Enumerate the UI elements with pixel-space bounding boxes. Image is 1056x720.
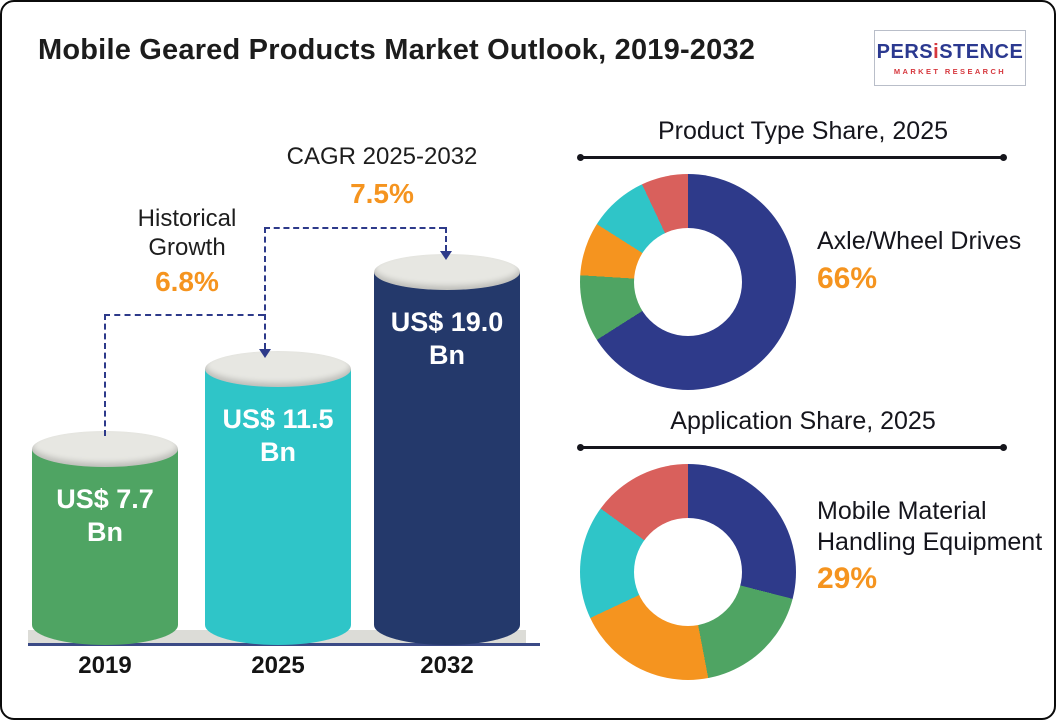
cagr-value: 7.5% [350, 178, 414, 209]
donut-hole [634, 228, 742, 336]
bar-2019-value-label: US$ 7.7 Bn [56, 484, 154, 547]
historical-growth-value: 6.8% [155, 266, 219, 297]
cagr-connector-vertical-left [264, 227, 266, 349]
brand-part2: i [933, 40, 940, 63]
application-share-title: Application Share, 2025 [670, 407, 936, 435]
brand-logo: PERSiSTENCE MARKET RESEARCH [874, 30, 1026, 86]
bar-2032-body [374, 272, 520, 645]
historical-connector-vertical-left [104, 314, 106, 436]
brand-part1: PERS [876, 40, 934, 63]
bar-2019-top-ellipse [32, 431, 178, 467]
bar-2025: US$ 11.5 Bn [205, 351, 351, 645]
application-donut-chart [580, 464, 796, 680]
product-type-highlight-label: Axle/Wheel Drives [817, 227, 1022, 255]
donut-hole [634, 518, 742, 626]
rule-endpoint-dot [577, 444, 584, 451]
arrow-down-icon [259, 349, 271, 358]
cagr-label: CAGR 2025-2032 [286, 143, 478, 170]
arrow-down-icon [440, 251, 452, 260]
x-axis-label-2025: 2025 [251, 652, 305, 679]
product-type-highlight-value: 66% [817, 261, 878, 295]
bar-2025-top-ellipse [205, 351, 351, 387]
bar-2032: US$ 19.0 Bn [374, 254, 520, 645]
x-axis-label-2032: 2032 [420, 652, 474, 679]
rule-endpoint-dot [1000, 444, 1007, 451]
application-highlight-value: 29% [817, 562, 878, 595]
bar-2025-body [205, 369, 351, 645]
brand-logo-text: PERSiSTENCE [877, 41, 1024, 64]
application-divider [577, 444, 1007, 451]
product-type-donut-chart [580, 174, 796, 390]
page-title: Mobile Geared Products Market Outlook, 2… [38, 34, 756, 66]
product-type-divider [577, 154, 1007, 161]
bar-2025-value-label: US$ 11.5 Bn [222, 404, 334, 467]
bar-2019: US$ 7.7 Bn [32, 431, 178, 645]
bar-2019-body [32, 449, 178, 645]
cagr-connector-vertical-right [445, 227, 447, 251]
product-type-share-title: Product Type Share, 2025 [657, 117, 948, 145]
cagr-connector-horizontal [264, 227, 445, 229]
historical-growth-label: Historical Growth [137, 205, 237, 262]
x-axis-label-2019: 2019 [78, 652, 132, 679]
bar-2032-top-ellipse [374, 254, 520, 290]
rule-endpoint-dot [1000, 154, 1007, 161]
application-highlight-label: Mobile Material Handling Equipment [817, 497, 1043, 556]
product-type-highlight: Axle/Wheel Drives 66% [817, 226, 1022, 297]
historical-connector-horizontal [104, 314, 264, 316]
brand-logo-subtitle: MARKET RESEARCH [893, 66, 1007, 76]
rule-endpoint-dot [577, 154, 584, 161]
bar-2032-value-label: US$ 19.0 Bn [390, 307, 504, 370]
application-highlight: Mobile Material Handling Equipment 29% [817, 496, 1052, 598]
brand-part3: STENCE [939, 40, 1024, 63]
